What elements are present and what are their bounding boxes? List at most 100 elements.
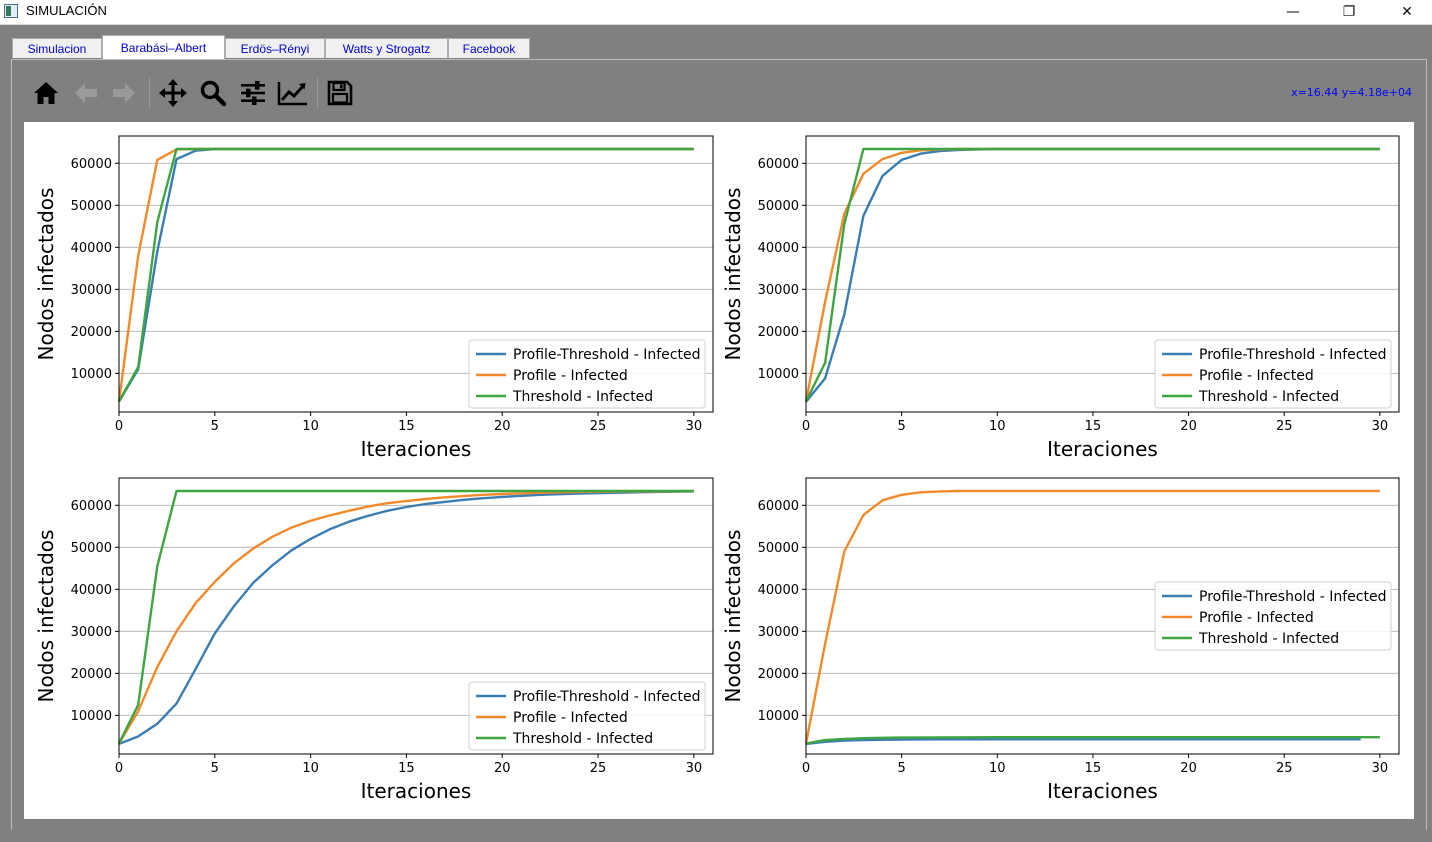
x-tick-label: 10 [302,419,319,434]
y-tick-label: 20000 [71,325,112,340]
x-axis-label: Iteraciones [1047,437,1158,461]
axes-frame [118,477,714,755]
forward-arrow-icon[interactable] [107,76,141,110]
legend-entry: Profile - Infected [513,368,628,384]
y-tick-label: 50000 [758,199,799,214]
x-tick-label: 15 [1085,419,1102,434]
y-tick-label: 40000 [71,583,112,598]
legend-entry: Profile-Threshold - Infected [1199,589,1386,605]
legend: Profile-Threshold - Infected Profile - In… [468,681,706,751]
series-line-threshold-infected [804,147,1380,403]
axes-frame [805,135,1400,413]
series-line-threshold-infected [805,736,1380,745]
x-tick-label: 5 [898,761,906,776]
y-tick-label: 40000 [758,583,799,598]
series-line-threshold-infected [117,147,694,403]
legend-entry: Profile - Infected [1199,368,1314,384]
legend-box [1154,339,1392,409]
legend-entry: Threshold - Infected [512,389,653,405]
subplot-2[interactable]: 10000 20000 30000 40000 50000 60000 0 5 10 15 20 25… [721,135,1400,461]
y-tick-label: 50000 [71,199,112,214]
figure-canvas[interactable]: 10000 20000 30000 40000 50000 60000 0 5 10 15 20 25… [24,122,1414,819]
x-tick-label: 30 [1372,761,1389,776]
x-tick-label: 0 [802,419,810,434]
y-tick-label: 40000 [71,241,112,256]
subplots-sliders-icon[interactable] [236,76,270,110]
x-tick-label: 30 [1372,419,1389,434]
y-tick-label: 30000 [71,283,112,298]
home-icon[interactable] [29,76,63,110]
legend-entry: Threshold - Infected [1198,631,1339,647]
y-tick-label: 60000 [71,499,112,514]
x-tick-label: 5 [211,419,219,434]
series-line-profile-threshold-infected [118,490,694,746]
legend: Profile-Threshold - Infected Profile - In… [1154,339,1392,409]
y-tick-label: 40000 [758,241,799,256]
y-axis-label: Nodos infectados [34,530,58,703]
y-tick-label: 60000 [71,157,112,172]
legend-entry: Profile - Infected [513,710,628,726]
tab-facebook[interactable]: Facebook [448,38,530,58]
x-tick-label: 0 [802,761,810,776]
toolbar-separator [149,78,150,108]
x-tick-label: 15 [1085,761,1102,776]
title-bar: SIMULACIÓN — ❐ ✕ [0,0,1432,25]
series-line-threshold-infected [117,489,694,745]
subplot-1[interactable]: 10000 20000 30000 40000 50000 60000 0 5 10 15 20 25… [34,135,714,461]
y-tick-label: 30000 [758,625,799,640]
series-line-profile-infected [117,489,694,745]
series-line-profile-infected [804,489,1380,744]
maximize-button[interactable]: ❐ [1342,4,1356,20]
x-tick-label: 0 [115,761,123,776]
legend-entry: Threshold - Infected [1198,389,1339,405]
legend-box [1154,581,1392,651]
y-axis-label: Nodos infectados [34,188,58,361]
y-tick-label: 20000 [758,667,799,682]
x-tick-label: 5 [211,761,219,776]
x-tick-label: 30 [686,761,703,776]
x-tick-label: 0 [115,419,123,434]
x-tick-label: 5 [898,419,906,434]
pan-move-icon[interactable] [156,76,190,110]
plot-toolbar: x=16.44 y=4.18e+04 [12,60,1426,122]
app-icon [4,4,18,18]
x-tick-label: 25 [590,761,607,776]
save-disk-icon[interactable] [323,76,357,110]
subplot-3[interactable]: 10000 20000 30000 40000 50000 60000 0 5 10 15 20 25… [34,477,714,803]
series-line-profile-threshold-infected [805,738,1361,746]
window-bottom-border [11,830,1427,842]
x-tick-label: 15 [398,419,415,434]
legend-entry: Profile-Threshold - Infected [513,347,700,363]
legend-entry: Profile-Threshold - Infected [1199,347,1386,363]
y-tick-label: 50000 [758,541,799,556]
x-tick-label: 30 [686,419,703,434]
legend-box [468,681,706,751]
x-tick-label: 20 [1180,761,1197,776]
coordinate-readout: x=16.44 y=4.18e+04 [1291,86,1412,99]
tab-watts-strogatz[interactable]: Watts y Strogatz [325,38,448,58]
x-axis-label: Iteraciones [1047,779,1158,803]
y-tick-label: 10000 [758,367,799,382]
y-tick-label: 60000 [758,499,799,514]
legend-entry: Threshold - Infected [512,731,653,747]
legend-box [468,339,706,409]
x-tick-label: 25 [1276,761,1293,776]
edit-curve-icon[interactable] [276,76,310,110]
back-arrow-icon[interactable] [69,76,103,110]
legend: Profile-Threshold - Infected Profile - In… [468,339,706,409]
x-tick-label: 10 [302,761,319,776]
zoom-magnifier-icon[interactable] [196,76,230,110]
x-axis-label: Iteraciones [361,779,472,803]
y-tick-label: 30000 [758,283,799,298]
tab-simulacion[interactable]: Simulacion [12,38,102,58]
y-tick-label: 10000 [71,709,112,724]
tab-erdos-renyi[interactable]: Erdös–Rényi [225,38,325,58]
subplot-4[interactable]: 10000 20000 30000 40000 50000 60000 0 5 10 15 20 25… [721,477,1400,803]
x-tick-label: 20 [1180,419,1197,434]
minimize-button[interactable]: — [1286,4,1300,20]
x-tick-label: 25 [1276,419,1293,434]
tab-barabasi-albert[interactable]: Barabási–Albert [102,35,225,59]
close-button[interactable]: ✕ [1401,4,1413,20]
legend-entry: Profile - Infected [1199,610,1314,626]
